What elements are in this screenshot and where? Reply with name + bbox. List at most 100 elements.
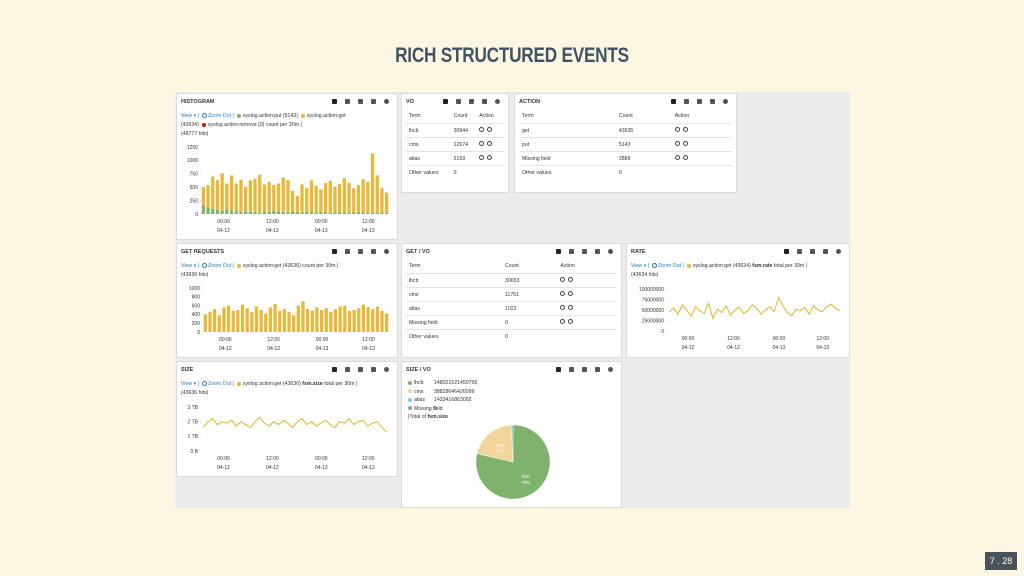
panel-icon[interactable] [384,99,389,104]
action-cell [671,123,732,138]
panel-icon[interactable] [371,367,376,372]
bar [239,211,243,214]
panel-icon[interactable] [823,249,828,254]
action-icon[interactable] [568,277,574,282]
action-icon[interactable] [560,305,566,310]
panel-title: RATE [631,249,646,255]
panel-icon[interactable] [469,99,474,104]
action-icon[interactable] [560,319,566,324]
bar [258,174,262,213]
panel-icon[interactable] [608,367,613,372]
panel-icon[interactable] [582,249,587,254]
panel-icon[interactable] [332,249,337,254]
panel-icon[interactable] [671,99,676,104]
panel-icon[interactable] [556,367,561,372]
panel-icon[interactable] [595,249,600,254]
pie-legend-row: Missing field 0 [408,406,443,412]
x-tick-time: 12:00 [362,456,375,462]
panel-icon[interactable] [332,367,337,372]
slice-name: cms [496,442,505,447]
table-cell: 43635 [615,123,672,138]
view-link[interactable]: View ▾ | [181,381,199,387]
column-header: Term [406,259,502,274]
table-cell: Missing field [406,315,502,330]
zoom-link[interactable]: Zoom Out | [657,263,684,269]
bar [356,185,361,212]
panel-icon[interactable] [358,99,363,104]
other-row: Other values 0 [519,166,732,180]
zoom-icon [201,113,207,119]
panel-icon[interactable] [595,367,600,372]
panel-icon[interactable] [569,367,574,372]
action-icon[interactable] [487,127,493,132]
panel-icon[interactable] [569,249,574,254]
pie-total: |Total of fsm.size [408,414,448,420]
legend-dot [408,406,412,411]
action-icon[interactable] [487,141,493,146]
zoom-icon [201,381,207,387]
panel-icon[interactable] [384,249,389,254]
action-icon[interactable] [674,155,680,160]
panel-icon[interactable] [684,99,689,104]
action-icon[interactable] [674,127,680,132]
x-tick-date: 04-13 [316,346,329,352]
panel-icon[interactable] [384,367,389,372]
bar [292,315,296,332]
action-icon[interactable] [560,291,566,296]
zoom-link[interactable]: Zoom Out | [207,113,234,119]
action-icon[interactable] [674,141,680,146]
legend-label: syslog.action:remove (0) [207,122,265,128]
action-icon[interactable] [479,155,485,160]
action-icon[interactable] [560,277,566,282]
view-link[interactable]: View ▾ | [181,263,199,269]
panel-icon[interactable] [456,99,461,104]
view-link[interactable]: View ▾ | [181,113,199,119]
panel-icon[interactable] [358,367,363,372]
bar [352,310,356,332]
bar [342,178,346,213]
panel-icon[interactable] [836,249,841,254]
y-tick-label: 1000 [187,158,198,164]
panel-icon[interactable] [332,99,337,104]
panel-icon[interactable] [710,99,715,104]
bar [296,305,300,332]
zoom-link[interactable]: Zoom Out | [207,263,234,269]
panel-icon[interactable] [345,99,350,104]
bar [323,212,328,214]
view-link[interactable]: View ▾ | [631,263,649,269]
action-icon[interactable] [479,127,485,132]
panel-icon[interactable] [797,249,802,254]
action-icon[interactable] [568,319,574,324]
panel-icon[interactable] [371,249,376,254]
bar [329,311,333,332]
pie-legend-row: atlas 1433416863092 [408,397,472,403]
panel-icon[interactable] [784,249,789,254]
panel-icon[interactable] [608,249,613,254]
x-tick-date: 04-13 [315,465,328,471]
panel-icon[interactable] [345,249,350,254]
panel-icon[interactable] [345,367,350,372]
action-icon[interactable] [479,141,485,146]
panel-icon[interactable] [810,249,815,254]
action-icon[interactable] [568,305,574,310]
action-icon[interactable] [682,127,688,132]
panel-icon[interactable] [482,99,487,104]
panel-icon[interactable] [443,99,448,104]
panel-icon[interactable] [723,99,728,104]
action-icon[interactable] [568,291,574,296]
panel-icon[interactable] [495,99,500,104]
empty-cell [557,330,617,344]
bar [305,187,309,212]
panel-icon[interactable] [582,367,587,372]
panel-icon[interactable] [358,249,363,254]
panel-icon[interactable] [371,99,376,104]
zoom-link[interactable]: Zoom Out | [207,381,234,387]
action-icon[interactable] [682,155,688,160]
y-tick-label: 1000 [189,286,200,292]
table-row: cms 12674 [406,137,504,152]
hits: (48777 hits) [181,131,209,137]
panel-icon[interactable] [556,249,561,254]
action-icon[interactable] [682,141,688,146]
panel-icon[interactable] [697,99,702,104]
action-icon[interactable] [487,155,493,160]
